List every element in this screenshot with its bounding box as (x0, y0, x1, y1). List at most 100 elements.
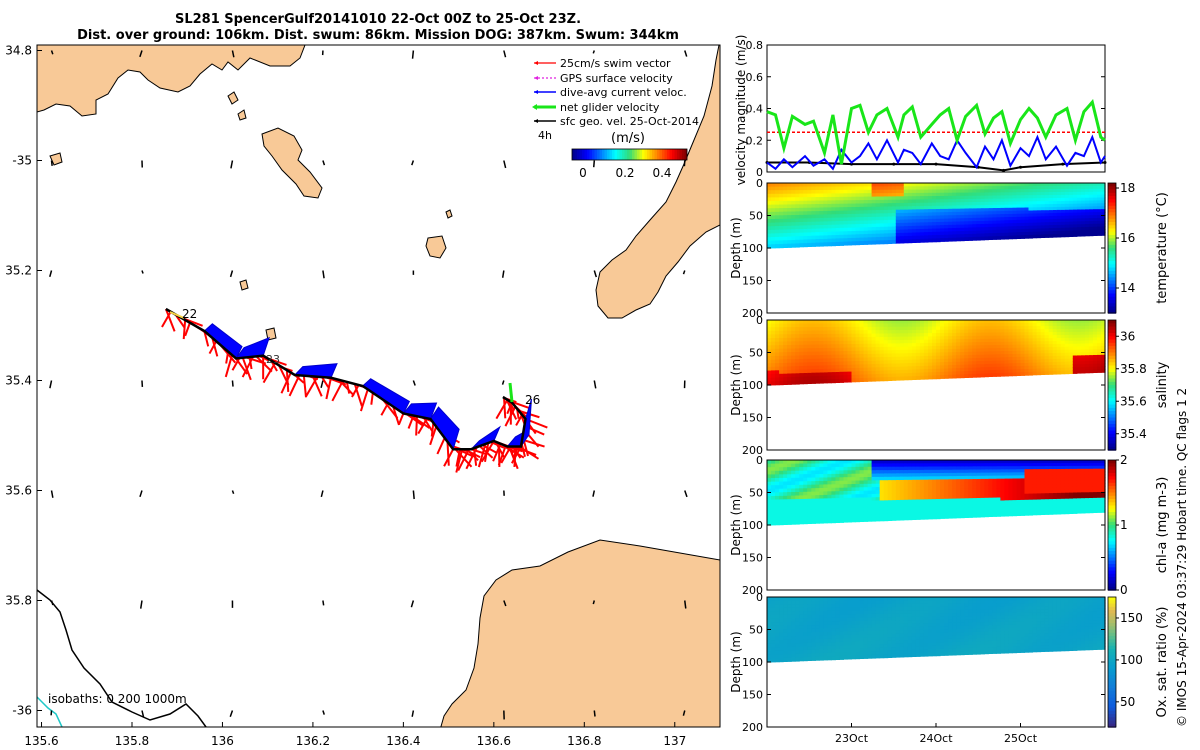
section-cell (988, 466, 993, 470)
section-cell (883, 517, 889, 522)
section-cell (972, 504, 977, 509)
section-cell (956, 482, 961, 487)
section-cell (827, 344, 832, 349)
section-cell (899, 506, 905, 511)
section-cell (887, 233, 893, 238)
section-cell (1088, 232, 1094, 237)
section-cell (891, 516, 897, 521)
section-cell (783, 380, 788, 385)
section-cell (903, 503, 909, 507)
section-cell (1064, 218, 1070, 223)
section-cell (911, 489, 917, 494)
section-cell (936, 235, 941, 239)
section-cell (891, 376, 897, 381)
section-cell (964, 230, 969, 235)
section-cell (859, 189, 865, 194)
section-cell (1040, 189, 1046, 193)
colorbar-cell (619, 149, 623, 160)
section-cell (1020, 353, 1026, 358)
section-cell (1044, 493, 1050, 497)
section-cell (1084, 328, 1090, 333)
section-cell (803, 225, 808, 230)
section-cell (851, 237, 857, 242)
section-cell (964, 507, 969, 512)
section-cell (1032, 469, 1038, 473)
section-cell (783, 352, 788, 357)
section-cell (1068, 367, 1074, 372)
section-cell (891, 219, 897, 224)
section-cell (960, 199, 965, 203)
section-cell (827, 379, 832, 384)
section-cell (911, 199, 917, 204)
section-cell (944, 358, 949, 363)
section-cell (936, 492, 941, 497)
section-cell (787, 327, 792, 332)
section-cell (1032, 195, 1038, 199)
section-cell (1080, 495, 1086, 499)
section-cell (819, 362, 824, 367)
section-cell (891, 203, 897, 207)
section-cell (787, 183, 792, 188)
section-cell (996, 497, 1001, 502)
section-cell (1080, 480, 1086, 485)
section-cell (980, 494, 985, 499)
section-cell (827, 242, 832, 247)
swim-vector (457, 448, 470, 472)
section-cell (915, 346, 921, 351)
section-colorbar-cell (1108, 261, 1116, 265)
section-cell (875, 320, 881, 324)
section-cell (787, 506, 792, 511)
section-cell (988, 491, 993, 496)
section-cell (976, 485, 981, 490)
section-cell (919, 225, 925, 230)
section-cell (839, 196, 844, 201)
section-cell (907, 226, 913, 230)
section-cell (1016, 484, 1022, 489)
section-cell (823, 365, 828, 370)
section-cell (923, 320, 929, 324)
section-cell (988, 472, 993, 477)
section-colorbar-cell (1108, 320, 1116, 324)
section-cell (1000, 235, 1005, 240)
cbar-tick-label: 14 (1120, 281, 1135, 295)
section-cell (1040, 359, 1046, 363)
section-cell (1072, 334, 1078, 339)
section-cell (787, 488, 792, 493)
section-cell (928, 232, 933, 236)
section-cell (803, 327, 808, 332)
section-cell (1068, 465, 1074, 470)
section-cell (819, 358, 824, 363)
section-cell (823, 320, 828, 325)
section-cell (919, 206, 925, 210)
section-cell (1020, 509, 1026, 513)
section-cell (992, 192, 997, 197)
section-cell (767, 197, 772, 202)
section-cell (843, 196, 849, 201)
section-cell (919, 502, 925, 507)
section-cell (968, 218, 973, 222)
section-cell (932, 495, 937, 500)
section-cell (815, 474, 820, 479)
section-cell (803, 341, 808, 346)
section-cell (996, 481, 1001, 486)
section-cell (875, 357, 881, 362)
section-cell (783, 502, 788, 508)
section-cell (811, 320, 816, 325)
section-cell (767, 521, 772, 526)
section-cell (827, 186, 832, 191)
section-colorbar-cell (1108, 339, 1116, 344)
section-cell (1084, 480, 1090, 484)
section-cell (1032, 222, 1038, 227)
section-cell (1076, 504, 1082, 508)
section-cell (915, 183, 921, 187)
section-cell (1072, 227, 1078, 231)
section-cell (767, 374, 772, 379)
section-cell (996, 478, 1001, 483)
section-cell (996, 491, 1001, 495)
section-cell (783, 345, 788, 350)
section-cell (1012, 326, 1018, 330)
section-cell (1032, 198, 1038, 202)
section-cell (775, 186, 780, 191)
section-cell (807, 502, 812, 507)
section-cell (960, 374, 965, 379)
